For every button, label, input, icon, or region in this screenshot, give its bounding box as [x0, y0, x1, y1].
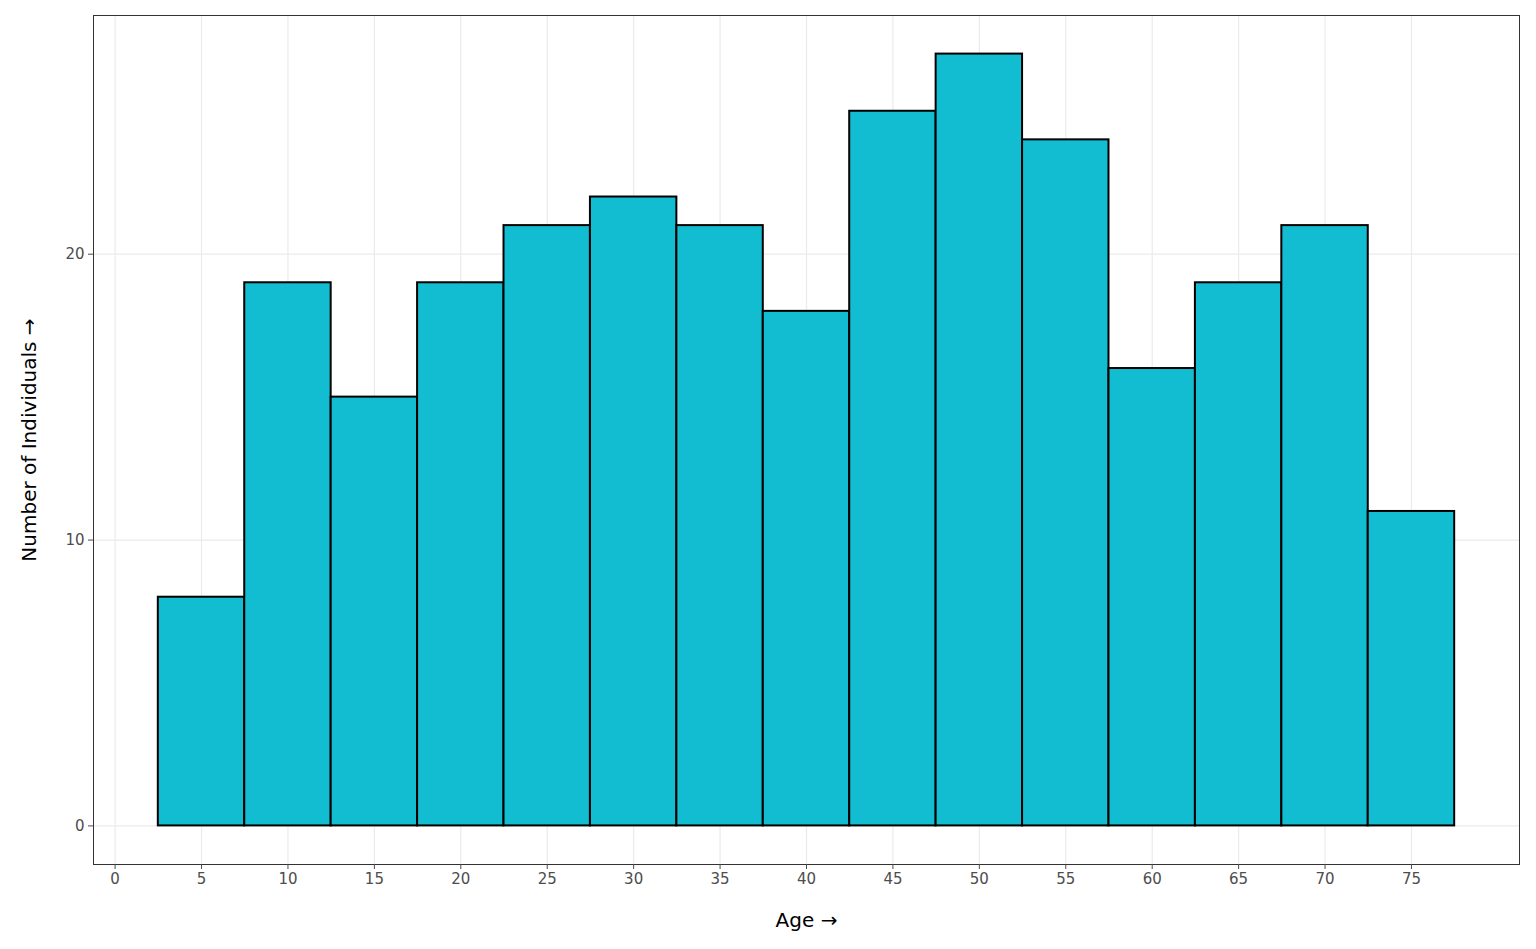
svg-text:10: 10	[65, 531, 84, 549]
svg-text:0: 0	[110, 870, 120, 888]
svg-text:25: 25	[538, 870, 557, 888]
svg-text:Age →: Age →	[776, 908, 838, 932]
svg-text:30: 30	[624, 870, 643, 888]
svg-text:55: 55	[1056, 870, 1075, 888]
svg-text:0: 0	[75, 817, 85, 835]
svg-text:75: 75	[1402, 870, 1421, 888]
svg-text:45: 45	[883, 870, 902, 888]
svg-text:20: 20	[451, 870, 470, 888]
svg-text:70: 70	[1315, 870, 1334, 888]
svg-text:65: 65	[1229, 870, 1248, 888]
svg-text:20: 20	[65, 245, 84, 263]
svg-text:Number of Individuals →: Number of Individuals →	[17, 318, 41, 561]
svg-text:50: 50	[970, 870, 989, 888]
svg-text:35: 35	[711, 870, 730, 888]
svg-text:15: 15	[365, 870, 384, 888]
svg-text:40: 40	[797, 870, 816, 888]
svg-text:60: 60	[1143, 870, 1162, 888]
svg-text:10: 10	[278, 870, 297, 888]
svg-text:5: 5	[197, 870, 207, 888]
